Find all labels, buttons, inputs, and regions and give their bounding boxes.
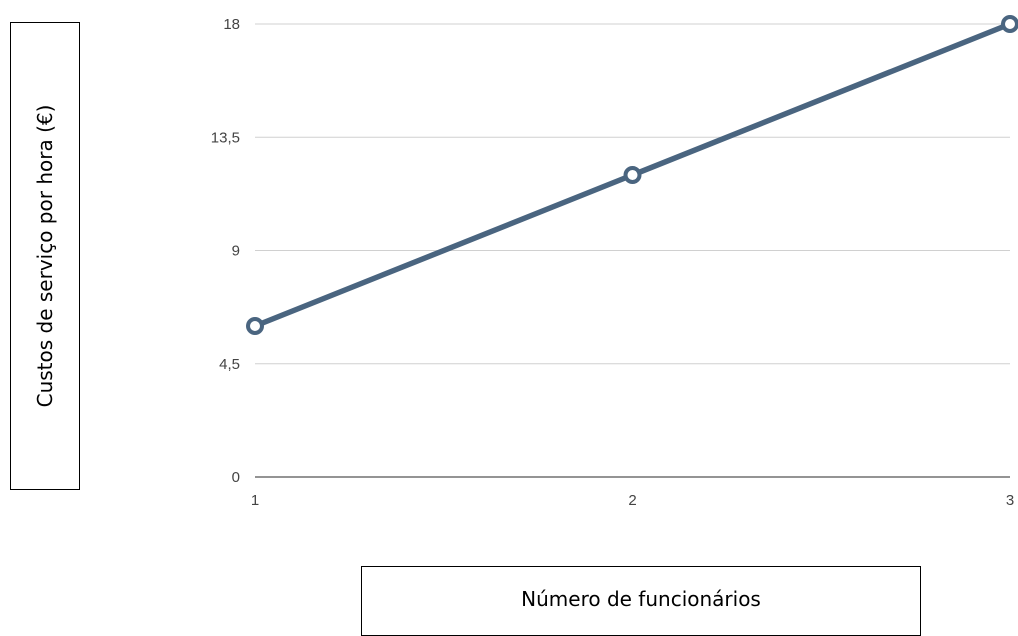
data-point	[246, 317, 264, 335]
data-point	[623, 166, 642, 184]
y-tick-label: 4,5	[219, 356, 240, 373]
data-series	[246, 15, 1018, 335]
grid-lines	[255, 23, 1010, 478]
y-axis-label: Custos de serviço por hora (€)	[33, 104, 57, 408]
y-axis-label-box: Custos de serviço por hora (€)	[10, 22, 80, 490]
y-tick-label: 18	[223, 16, 240, 33]
x-axis-label: Número de funcionários	[521, 587, 761, 611]
data-point	[1001, 15, 1018, 33]
y-tick-label: 9	[232, 243, 240, 260]
y-tick-label: 0	[232, 469, 240, 486]
y-axis-tick-labels: 0 4,5 9 13,5 18	[211, 16, 240, 486]
x-axis-tick-labels: 1 2 3	[251, 492, 1014, 509]
x-tick-label: 3	[1006, 492, 1014, 509]
x-tick-label: 2	[628, 492, 636, 509]
x-tick-label: 1	[251, 492, 259, 509]
line-chart: 0 4,5 9 13,5 18 1 2 3	[211, 15, 1018, 509]
x-axis-label-box: Número de funcionários	[361, 566, 921, 636]
y-tick-label: 13,5	[211, 129, 240, 146]
